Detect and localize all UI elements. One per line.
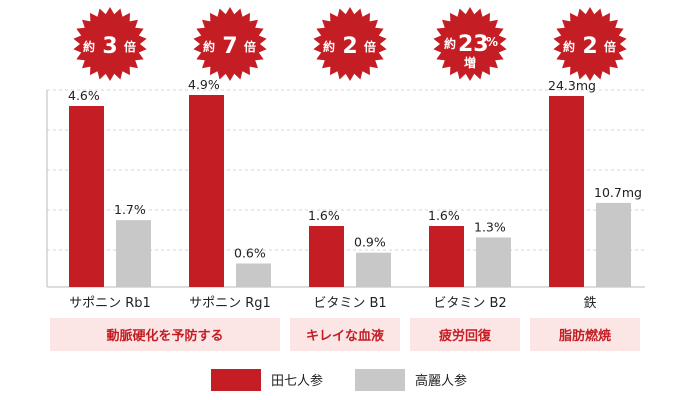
value-label-korai: 1.7% [114,202,146,217]
badge-prefix: 約 [203,39,215,54]
badge-suffix: 倍 [244,39,256,54]
starburst-badge [193,7,267,81]
starburst-badge [553,7,627,81]
category-label: ビタミン B2 [433,296,506,311]
badge-suffix: 倍 [364,39,376,54]
category-label: サポニン Rg1 [189,296,271,311]
benefit-label: 脂肪燃焼 [558,328,611,344]
bar-korai-2 [356,252,391,287]
badge-prefix: 約 [83,39,95,54]
legend-swatch-korai [355,369,405,391]
value-label-tashichi: 1.6% [428,208,460,223]
benefit-label: 疲労回復 [439,328,492,344]
category-label: サポニン Rb1 [69,296,151,311]
bar-korai-0 [116,220,151,287]
value-label-tashichi: 24.3mg [548,78,596,93]
badge-below: 増 [464,55,476,70]
benefit-band [410,318,520,351]
bar-tashichi-0 [69,106,104,287]
value-label-korai: 0.9% [354,235,386,250]
bar-tashichi-1 [189,95,224,287]
legend-label-korai: 高麗人参 [415,373,467,389]
badge-number: 2 [582,34,597,59]
benefit-band [530,318,640,351]
value-label-tashichi: 1.6% [308,208,340,223]
benefit-label: 動脈硬化を予防する [106,328,223,344]
bar-tashichi-4 [549,96,584,287]
badge-suffix: 倍 [124,39,136,54]
category-label: ビタミン B1 [313,296,386,311]
bar-tashichi-3 [429,226,464,287]
benefit-band [290,318,400,351]
badge-prefix: 約 [323,39,335,54]
badge-number: 2 [342,34,357,59]
badge-suffix: 倍 [604,39,616,54]
legend-label-tashichi: 田七人参 [271,373,323,389]
benefit-band [50,318,280,351]
benefit-label: キレイな血液 [306,328,384,344]
legend-swatch-tashichi [211,369,261,391]
value-label-korai: 10.7mg [594,185,642,200]
value-label-tashichi: 4.6% [68,88,100,103]
badge-prefix: 約 [444,36,456,51]
bar-korai-3 [476,237,511,287]
bar-korai-1 [236,263,271,287]
bar-tashichi-2 [309,226,344,287]
badge-number: 7 [222,34,237,59]
value-label-korai: 1.3% [474,219,506,234]
badge-suffix: % [486,35,498,49]
bar-korai-4 [596,202,631,287]
starburst-badge [433,7,507,81]
value-label-korai: 0.6% [234,245,266,260]
category-label: 鉄 [583,296,596,311]
value-label-tashichi: 4.9% [188,77,220,92]
badge-prefix: 約 [563,39,575,54]
badge-number: 23 [458,32,489,57]
starburst-badge [313,7,387,81]
badge-number: 3 [102,34,117,59]
starburst-badge [73,7,147,81]
